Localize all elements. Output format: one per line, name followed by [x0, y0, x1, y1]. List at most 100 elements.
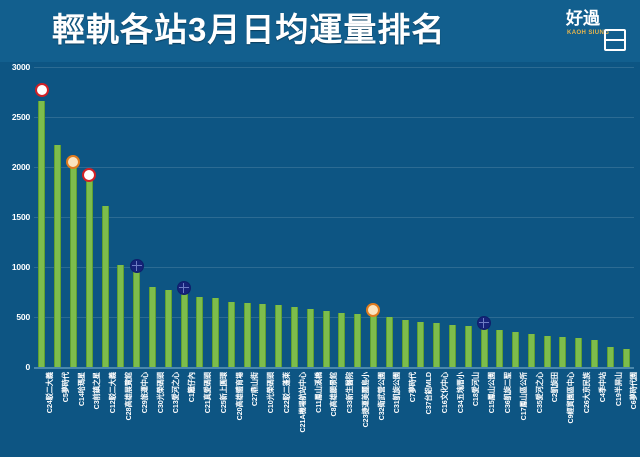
bar — [464, 325, 472, 367]
x-axis-tick-label: C29旅運中心 — [139, 372, 149, 414]
x-axis-tick-label: C30光榮碼頭 — [155, 372, 165, 414]
x-axis-tick-label: C20高雄體育場 — [234, 372, 244, 421]
bar — [559, 337, 567, 367]
bar — [275, 305, 283, 367]
chart-bars — [34, 67, 634, 367]
bar — [164, 289, 172, 367]
x-axis-tick-label: C22駁二蓬萊 — [281, 372, 291, 414]
y-axis-tick-label: 1500 — [11, 212, 30, 222]
x-axis-tick-label: C32衛武營公園 — [376, 372, 386, 421]
x-axis-tick-label: C35愛河之心 — [534, 372, 544, 414]
transfer-marker-red — [34, 83, 49, 97]
x-axis-tick-label: C23捷運美麗島小 — [360, 372, 370, 428]
bar — [385, 316, 393, 367]
y-axis-tick-label: 3000 — [11, 62, 30, 72]
gridline — [34, 117, 634, 118]
transfer-marker-navy — [477, 316, 491, 330]
bar — [575, 338, 583, 367]
transfer-marker-orange — [66, 154, 81, 169]
gridline — [34, 217, 634, 218]
bar — [338, 312, 346, 367]
y-axis-tick-label: 2500 — [11, 112, 30, 122]
x-axis-tick-label: C10光榮碼頭 — [266, 372, 276, 414]
x-axis-tick-label: C19半屏山 — [613, 372, 623, 407]
chart-plot-wrapper: 0 500 1000 1500 2000 2500 3000 C24駁二大義 C5夢時代 C14… — [0, 62, 640, 457]
bar — [527, 334, 535, 367]
x-axis-tick-label: C34五塊厝小 — [455, 372, 465, 414]
x-axis-tick-label: C28高雄展覽館 — [124, 372, 134, 421]
bar — [101, 206, 109, 367]
bar — [196, 297, 204, 367]
x-axis-tick-label: C33新生醫院 — [345, 372, 355, 414]
bar — [306, 308, 314, 367]
x-axis-tick-label: C18愛河山 — [471, 372, 481, 407]
bar — [212, 298, 220, 367]
bar — [322, 311, 330, 367]
x-axis-tick-label: C6夢時代園 — [629, 372, 639, 410]
transfer-marker-navy — [177, 281, 191, 295]
bar — [606, 346, 614, 367]
y-axis-tick-label: 0 — [25, 362, 30, 372]
bar — [417, 321, 425, 367]
bar — [180, 291, 188, 367]
bar — [85, 174, 93, 367]
y-axis-tick-label: 2000 — [11, 162, 30, 172]
bar — [227, 301, 235, 367]
bar — [54, 145, 62, 367]
bar — [243, 302, 251, 367]
bar — [448, 324, 456, 367]
bar — [291, 307, 299, 367]
bar — [543, 335, 551, 367]
x-axis-tick-label: C27鼎山街 — [250, 372, 260, 407]
x-axis-tick-label: C21A機場航站中心 — [297, 372, 307, 433]
x-axis-labels: C24駁二大義 C5夢時代 C14哈瑪星 C3前鎮之星 C12駁二大義 C28高雄展覽館 C… — [34, 372, 638, 457]
x-axis-tick-label: C5夢時代 — [60, 372, 70, 403]
bar — [38, 101, 46, 367]
transfer-marker-orange — [366, 303, 381, 317]
bar — [496, 330, 504, 367]
transfer-marker-navy — [129, 259, 144, 273]
bar — [117, 265, 125, 367]
x-axis-tick-label: C21真愛碼頭 — [202, 372, 212, 414]
bar — [148, 287, 156, 367]
y-axis-tick-label: 500 — [16, 312, 30, 322]
x-axis-tick-label: C16文化中心 — [439, 372, 449, 414]
page-title: 輕軌各站3月日均運量排名 — [52, 11, 446, 48]
bar — [354, 314, 362, 367]
x-axis-tick-label: C12駁二大義 — [108, 372, 118, 414]
transfer-marker-red — [82, 167, 97, 182]
bar — [259, 303, 267, 367]
brand-logo-english: KAOH SIUNG — [567, 30, 610, 36]
x-axis-tick-label: C9經貿園區中心 — [566, 372, 576, 424]
gridline — [34, 267, 634, 268]
x-axis-tick-label: C8高雄願景館 — [329, 372, 339, 417]
bar — [622, 349, 630, 367]
x-axis-line — [34, 367, 634, 369]
chart-header: 輕軌各站3月日均運量排名 好過 KAOH SIUNG — [0, 0, 640, 62]
x-axis-tick-label: C31凱旋公園 — [392, 372, 402, 414]
bar — [591, 339, 599, 367]
bar — [133, 266, 141, 367]
x-axis-tick-label: C2凱旋田 — [550, 372, 560, 403]
bar — [69, 163, 77, 367]
x-axis-tick-label: C25新上圓環 — [218, 372, 228, 414]
y-axis-tick-label: 1000 — [11, 262, 30, 272]
x-axis-tick-label: C37台鋁MLD — [424, 372, 434, 415]
x-axis-tick-label: C24駁二大義 — [45, 372, 55, 414]
gridline — [34, 167, 634, 168]
x-axis-tick-label: C26大京民族 — [581, 372, 591, 414]
bar — [401, 320, 409, 367]
x-axis-tick-label: C13愛河之心 — [171, 372, 181, 414]
bar — [512, 332, 520, 367]
x-axis-tick-label: C4季中站 — [597, 372, 607, 403]
bar — [369, 315, 377, 367]
brand-logo-chinese: 好過 — [566, 9, 600, 28]
x-axis-tick-label: C7夢時代 — [408, 372, 418, 403]
brand-logo: 好過 KAOH SIUNG — [566, 9, 632, 55]
bar — [480, 327, 488, 367]
x-axis-tick-label: C36凱旋二聖 — [502, 372, 512, 414]
brand-logo-ri-glyph — [604, 29, 626, 51]
x-axis-tick-label: C3前鎮之星 — [92, 372, 102, 410]
gridline — [34, 67, 634, 68]
x-axis-tick-label: C15鳳山公園 — [487, 372, 497, 414]
